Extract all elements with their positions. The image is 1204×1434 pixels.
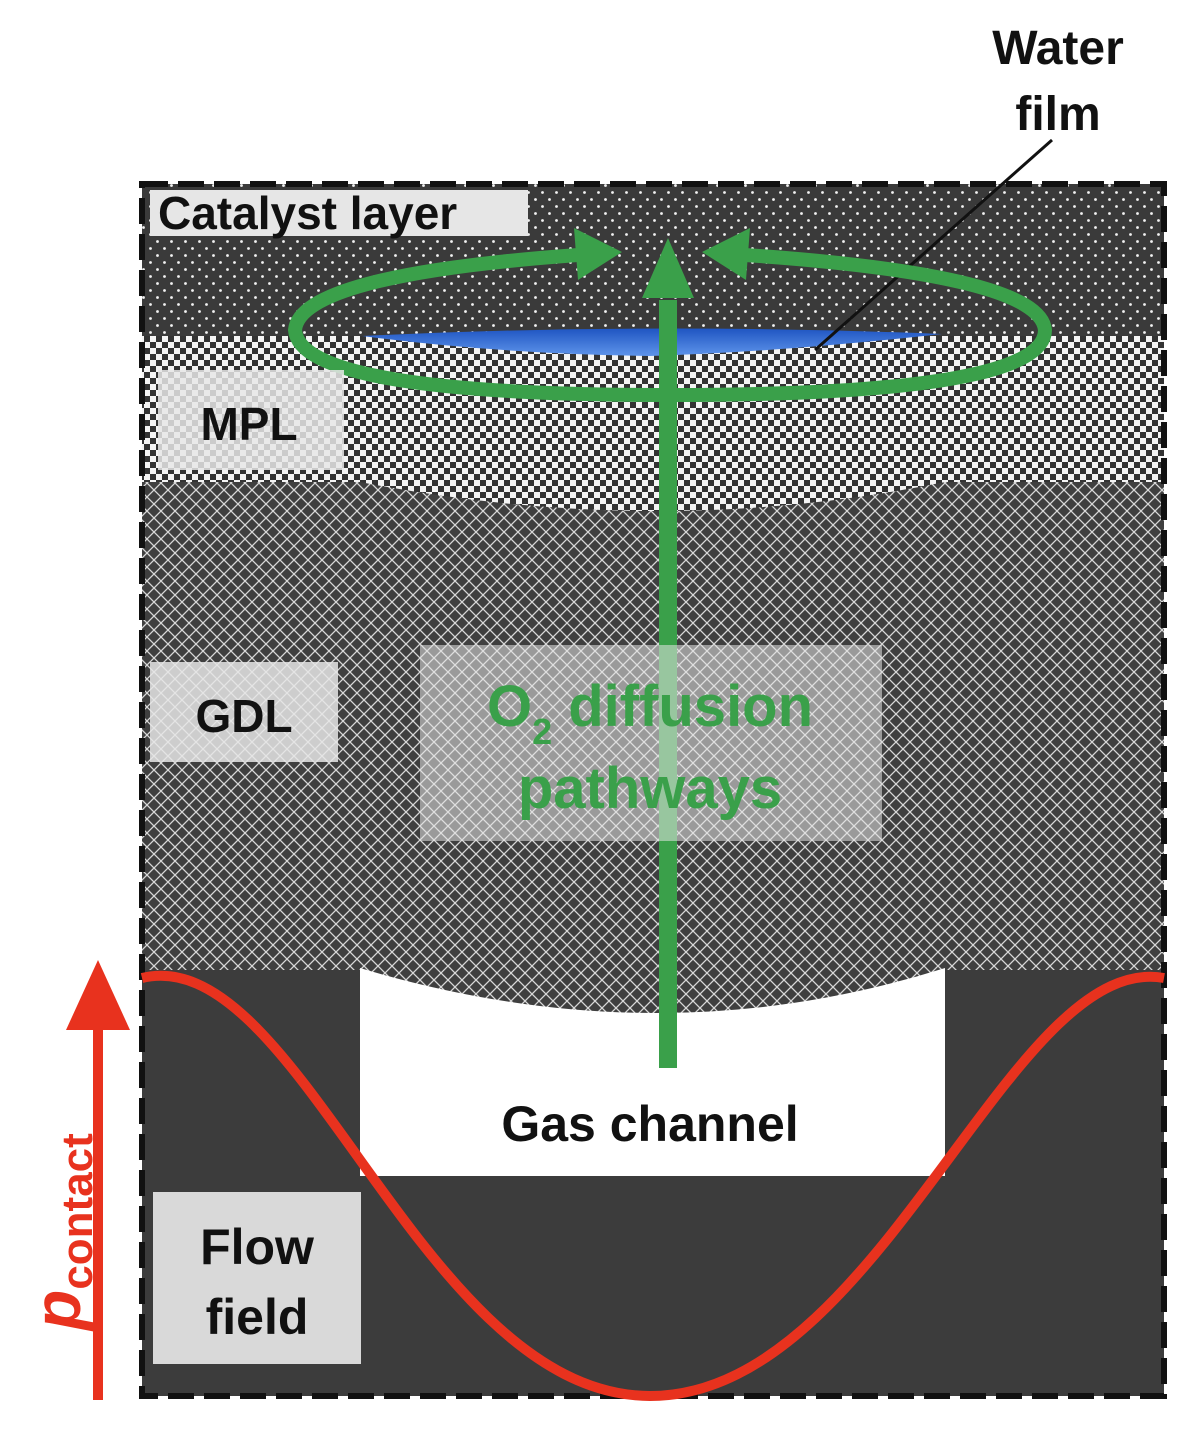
- gdl-label-box: [150, 662, 338, 762]
- o2-subscript: 2: [532, 711, 552, 752]
- o2-right-arrowhead: [702, 228, 750, 280]
- contact-pressure-curve: [140, 970, 1165, 1402]
- o2-diffusion-label-line2: pathways: [518, 756, 782, 821]
- o2-vertical-arrowhead: [642, 238, 694, 298]
- o2-left-arrowhead: [574, 228, 622, 280]
- water-film: [362, 328, 942, 356]
- contact-pressure-subscript: contact: [53, 1133, 102, 1290]
- flow-field-label-line1: Flow: [200, 1219, 314, 1275]
- flow-field-label-box: [153, 1192, 361, 1364]
- o2-symbol: O: [487, 674, 532, 739]
- water-film-label-line1: Water: [992, 22, 1124, 75]
- o2-diffusion-word: diffusion: [552, 674, 813, 739]
- gas-channel-label: Gas channel: [501, 1096, 798, 1152]
- catalyst-layer-label-box: [150, 190, 528, 236]
- contact-pressure-label: pcontact: [20, 1133, 102, 1332]
- flow-field-label-line2: field: [206, 1289, 309, 1345]
- catalyst-layer-label: Catalyst layer: [158, 187, 457, 239]
- o2-inplane-loop: [287, 248, 1053, 403]
- o2-diffusion-label-line1: O2 diffusion: [487, 674, 813, 752]
- mpl-label-box: [158, 370, 344, 470]
- mpl-label: MPL: [200, 398, 297, 450]
- contact-pressure-axis-arrowhead: [66, 960, 130, 1030]
- water-film-leader-line: [814, 138, 1053, 352]
- contact-pressure-symbol: p: [20, 1290, 94, 1332]
- gdl-label: GDL: [195, 690, 292, 742]
- gas-channel-region: [360, 968, 945, 1176]
- o2-label-box: [420, 645, 882, 841]
- water-film-label-line2: film: [1015, 88, 1100, 141]
